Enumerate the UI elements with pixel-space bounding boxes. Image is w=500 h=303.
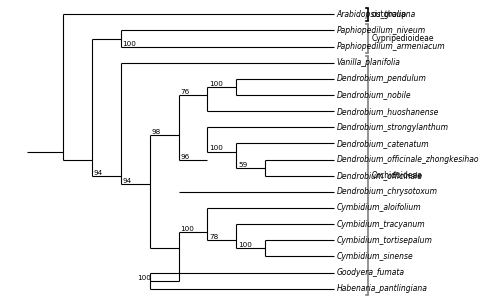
Text: Habenaria_pantlingiana: Habenaria_pantlingiana	[337, 284, 428, 293]
Text: Paphiopedilum_niveum: Paphiopedilum_niveum	[337, 26, 426, 35]
Text: Paphiopedilum_armeniacum: Paphiopedilum_armeniacum	[337, 42, 446, 51]
Text: 100: 100	[238, 242, 252, 248]
Text: 94: 94	[94, 170, 103, 176]
Text: 78: 78	[209, 234, 218, 240]
Text: 96: 96	[180, 154, 190, 160]
Text: Orchidoideae: Orchidoideae	[371, 171, 422, 180]
Text: Dendrobium_strongylanthum: Dendrobium_strongylanthum	[337, 123, 449, 132]
Text: Arabidopsis_thaliana: Arabidopsis_thaliana	[337, 10, 416, 19]
Text: Dendrobium_officinale_zhongkesihao: Dendrobium_officinale_zhongkesihao	[337, 155, 480, 164]
Text: 76: 76	[180, 89, 190, 95]
Text: Cymbidium_aloifolium: Cymbidium_aloifolium	[337, 204, 421, 212]
Text: Dendrobium_huoshanense: Dendrobium_huoshanense	[337, 107, 439, 116]
Text: 98: 98	[152, 129, 160, 135]
Text: 100: 100	[180, 226, 194, 232]
Text: Cymbidium_tortisepalum: Cymbidium_tortisepalum	[337, 236, 432, 245]
Text: outgroup: outgroup	[371, 10, 406, 19]
Text: 100: 100	[209, 81, 223, 87]
Text: Cymbidium_tracyanum: Cymbidium_tracyanum	[337, 220, 426, 229]
Text: Dendrobium_officinale: Dendrobium_officinale	[337, 171, 423, 180]
Text: Dendrobium_pendulum: Dendrobium_pendulum	[337, 74, 426, 83]
Text: 94: 94	[122, 178, 132, 184]
Text: 100: 100	[209, 145, 223, 152]
Text: 100: 100	[137, 275, 151, 281]
Text: 100: 100	[122, 41, 136, 47]
Text: Cypripedioideae: Cypripedioideae	[371, 34, 434, 43]
Text: Dendrobium_chrysotoxum: Dendrobium_chrysotoxum	[337, 187, 438, 196]
Text: Goodyera_fumata: Goodyera_fumata	[337, 268, 405, 277]
Text: Vanilla_planifolia: Vanilla_planifolia	[337, 58, 400, 67]
Text: Dendrobium_catenatum: Dendrobium_catenatum	[337, 139, 430, 148]
Text: Dendrobium_nobile: Dendrobium_nobile	[337, 91, 411, 99]
Text: Cymbidium_sinense: Cymbidium_sinense	[337, 252, 413, 261]
Text: 59: 59	[238, 161, 248, 168]
